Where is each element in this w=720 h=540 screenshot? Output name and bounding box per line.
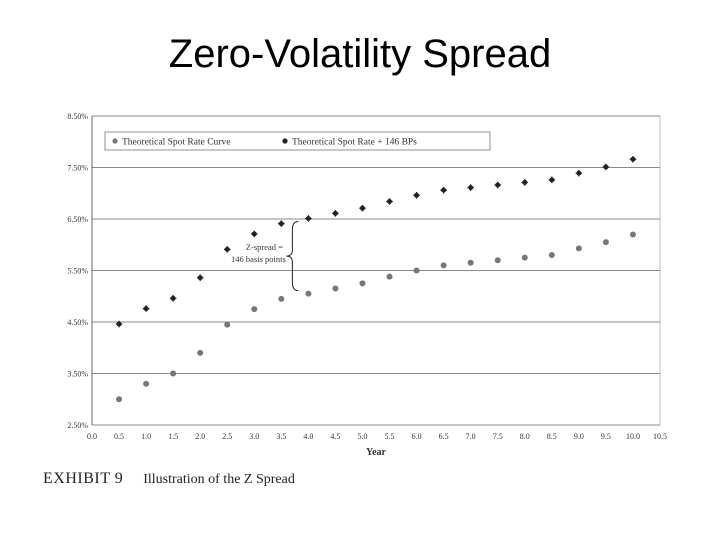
x-axis-label: Year — [366, 447, 387, 458]
legend-label: Theoretical Spot Rate + 146 BPs — [292, 138, 417, 148]
data-point — [630, 156, 636, 162]
data-point — [494, 257, 501, 264]
data-point — [575, 245, 582, 252]
x-tick-label: 6.0 — [412, 432, 422, 441]
data-point — [602, 239, 609, 246]
y-tick-label: 4.50% — [67, 318, 88, 327]
annotation-line2: 146 basis points — [231, 254, 286, 264]
data-point — [251, 231, 257, 237]
data-point — [305, 290, 312, 297]
exhibit-caption: EXHIBIT 9 Illustration of the Z Spread — [43, 470, 295, 488]
data-point — [224, 321, 231, 328]
y-tick-label: 5.50% — [67, 267, 88, 276]
x-tick-label: 4.0 — [303, 432, 313, 441]
data-point — [521, 254, 528, 261]
x-tick-label: 5.0 — [357, 432, 367, 441]
x-tick-label: 1.5 — [168, 432, 178, 441]
x-tick-label: 1.0 — [141, 432, 151, 441]
data-point — [441, 187, 447, 193]
data-point — [576, 170, 582, 176]
z-spread-brace — [286, 220, 299, 292]
x-tick-label: 9.0 — [574, 432, 584, 441]
x-tick-label: 8.0 — [520, 432, 530, 441]
data-point — [413, 267, 420, 274]
data-point — [278, 221, 284, 227]
x-tick-label: 2.0 — [195, 432, 205, 441]
data-point — [467, 259, 474, 266]
data-point — [197, 275, 203, 281]
x-tick-label: 3.5 — [276, 432, 286, 441]
data-point — [170, 370, 177, 377]
legend-label: Theoretical Spot Rate Curve — [122, 138, 230, 148]
data-point — [224, 246, 230, 252]
z-spread-chart: 2.50% 3.50% 4.50% 5.50% 6.50% 7.50% 8.50% 0.0 0.… — [67, 112, 667, 458]
data-point — [116, 321, 122, 327]
data-point — [251, 306, 258, 313]
data-point — [332, 285, 339, 292]
data-point — [548, 252, 555, 259]
data-point — [440, 262, 447, 269]
x-tick-label: 3.0 — [249, 432, 259, 441]
data-point — [603, 164, 609, 170]
x-tick-label: 0.5 — [114, 432, 124, 441]
x-tick-label: 9.5 — [601, 432, 611, 441]
x-tick-label: 10.5 — [653, 432, 667, 441]
x-tick-label: 7.0 — [466, 432, 476, 441]
data-point — [143, 306, 149, 312]
slide-title: Zero-Volatility Spread — [168, 32, 552, 76]
data-point — [495, 182, 501, 188]
data-point — [305, 215, 311, 221]
data-point — [387, 198, 393, 204]
x-tick-label: 4.5 — [330, 432, 340, 441]
data-point — [386, 273, 393, 280]
data-point — [116, 396, 123, 403]
data-point — [359, 205, 365, 211]
data-point — [549, 177, 555, 183]
annotation-line1: Z-spread = — [246, 242, 283, 252]
y-tick-label: 7.50% — [67, 164, 88, 173]
legend-marker — [112, 138, 118, 144]
data-point — [197, 349, 204, 356]
y-tick-label: 8.50% — [67, 112, 88, 121]
x-tick-label: 5.5 — [385, 432, 395, 441]
exhibit-caption-text: Illustration of the Z Spread — [143, 472, 295, 487]
exhibit-number: EXHIBIT 9 — [43, 470, 124, 487]
x-tick-label: 10.0 — [626, 432, 640, 441]
data-point — [629, 231, 636, 238]
data-point — [522, 179, 528, 185]
y-tick-label: 6.50% — [67, 215, 88, 224]
x-tick-label: 6.5 — [439, 432, 449, 441]
legend-box — [104, 131, 491, 151]
y-tick-label: 2.50% — [67, 421, 88, 430]
x-tick-label: 7.5 — [493, 432, 503, 441]
data-point — [414, 192, 420, 198]
data-point — [143, 380, 150, 387]
x-tick-label: 0.0 — [87, 432, 97, 441]
x-tick-label: 2.5 — [222, 432, 232, 441]
x-tick-label: 8.5 — [547, 432, 557, 441]
data-point — [170, 295, 176, 301]
data-point — [359, 280, 366, 287]
data-point — [278, 295, 285, 302]
legend-marker — [282, 138, 288, 144]
data-point — [468, 185, 474, 191]
y-tick-label: 3.50% — [67, 370, 88, 379]
data-point — [332, 210, 338, 216]
